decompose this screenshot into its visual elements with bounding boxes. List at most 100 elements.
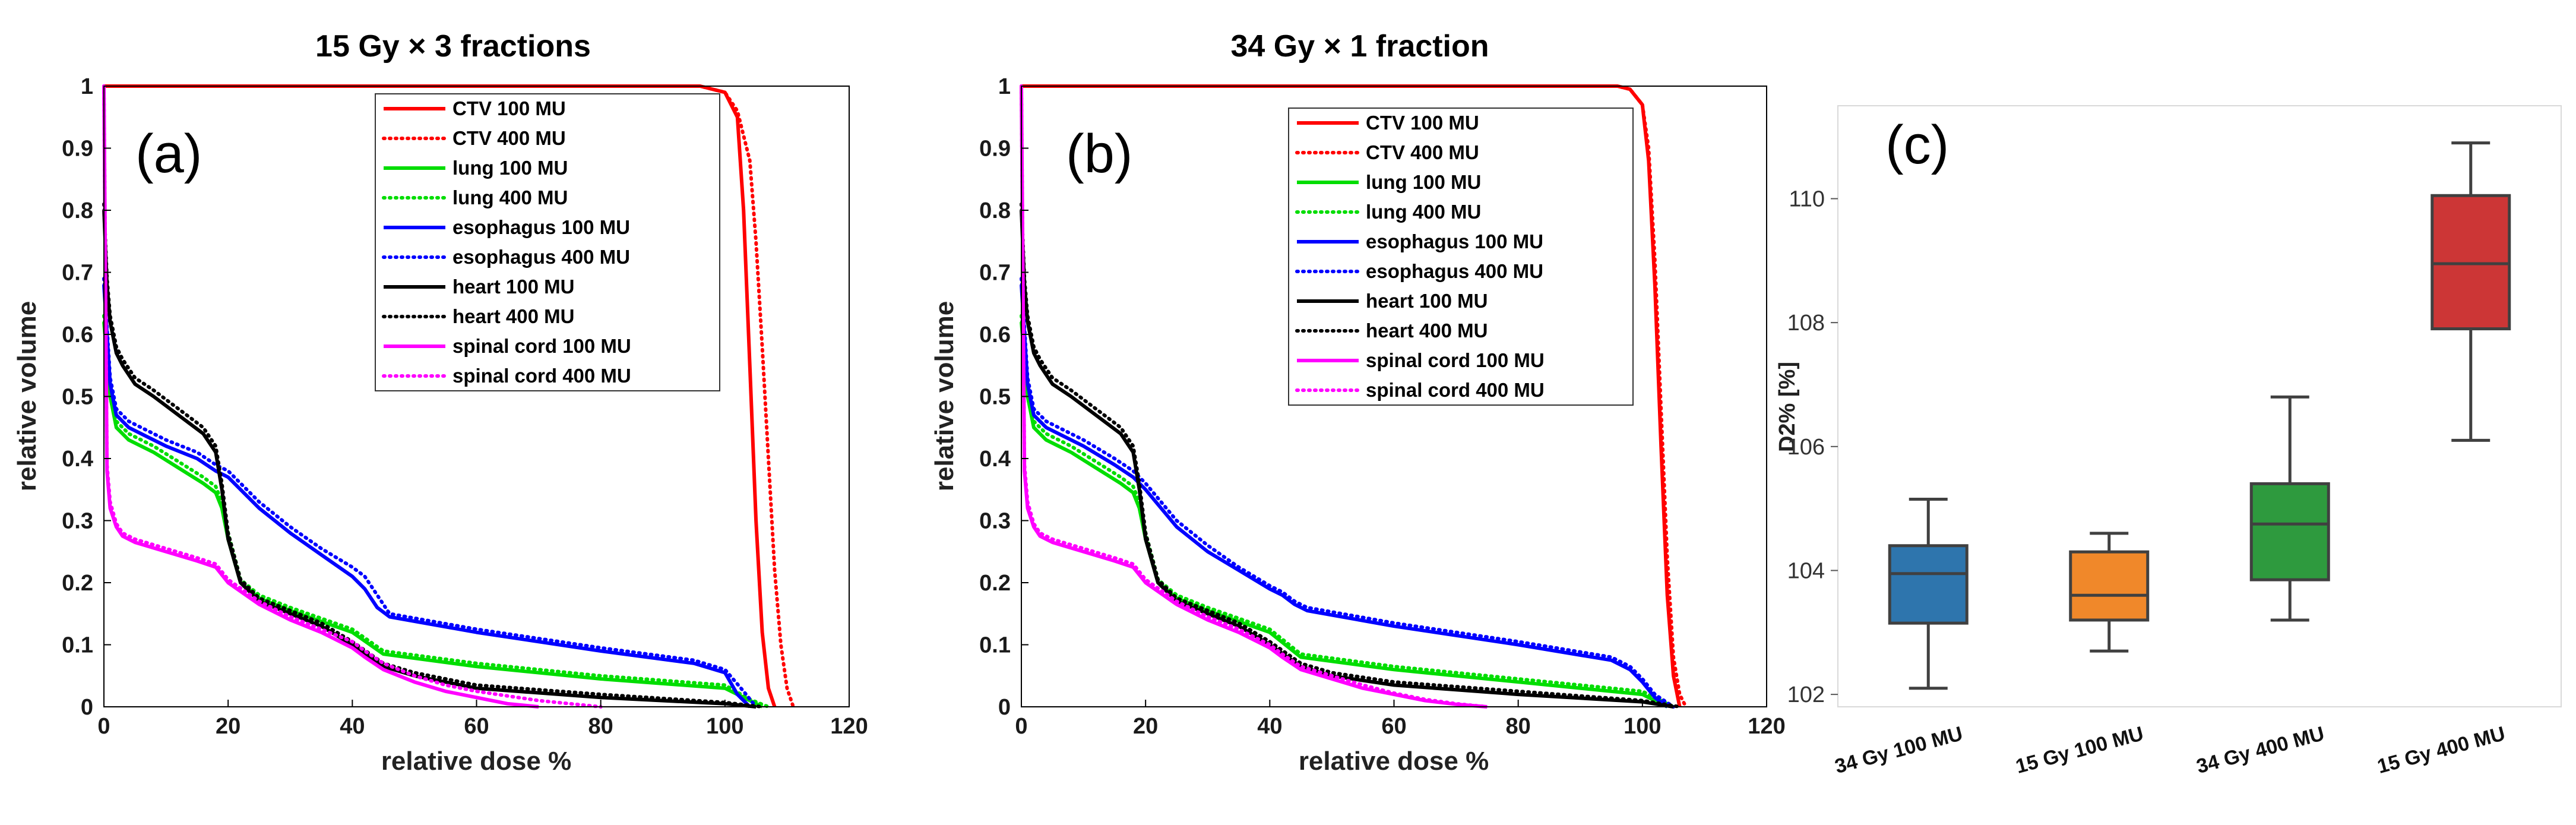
y-tick-label: 0.5 <box>62 385 93 410</box>
legend-label: lung 400 MU <box>452 187 568 208</box>
x-tick-label: 80 <box>1506 714 1531 739</box>
x-tick-label: 100 <box>706 714 743 739</box>
legend: CTV 100 MU CTV 400 MU lung 100 MU lung 400 … <box>1288 108 1634 406</box>
legend-label: spinal cord 100 MU <box>452 335 631 357</box>
x-tick-label: 20 <box>1133 714 1158 739</box>
box-group <box>1888 497 1969 690</box>
series-line <box>102 84 795 709</box>
legend-label: heart 400 MU <box>452 305 574 327</box>
y-tick-label: 0.7 <box>979 261 1011 286</box>
box-iqr <box>1888 544 1969 625</box>
y-tick-label: 0.3 <box>62 509 93 534</box>
x-tick-label: 120 <box>830 714 868 739</box>
plot-area <box>102 84 795 709</box>
x-tick-label: 120 <box>1748 714 1785 739</box>
y-tick-label: 104 <box>1787 558 1825 583</box>
legend-label: lung 100 MU <box>1366 171 1481 193</box>
x-category-label: 15 Gy 100 MU <box>2013 722 2145 778</box>
legend-label: spinal cord 400 MU <box>452 365 631 387</box>
y-tick-label: 110 <box>1789 187 1825 211</box>
x-tick-label: 40 <box>1257 714 1282 739</box>
x-tick-label: 0 <box>97 714 110 739</box>
x-axis-label: relative dose % <box>381 747 571 776</box>
x-tick-label: 60 <box>464 714 489 739</box>
series-line <box>102 277 758 709</box>
y-tick-label: 0.8 <box>979 198 1011 223</box>
legend-box <box>1288 108 1634 406</box>
legend-label: CTV 400 MU <box>1366 141 1479 163</box>
box-iqr <box>2069 550 2150 622</box>
x-categories: 34 Gy 100 MU 15 Gy 100 MU 34 Gy 400 MU 15 G… <box>1833 722 2508 778</box>
x-category-label: 34 Gy 400 MU <box>2194 722 2327 778</box>
y-tick-label: 0.6 <box>979 323 1011 347</box>
legend-label: spinal cord 400 MU <box>1366 379 1545 401</box>
legend-box <box>375 93 720 391</box>
plot-area <box>1020 84 1688 709</box>
panel-label: (c) <box>1885 115 1949 175</box>
legend-label: esophagus 400 MU <box>452 246 630 268</box>
y-tick-label: 0 <box>81 695 93 720</box>
y-ticks: 102 104 106 108 110 <box>1787 187 1838 707</box>
y-tick-label: 108 <box>1787 311 1825 336</box>
series-line <box>1020 84 1688 709</box>
boxplot-panel-c: (c) D2% [%] 102 104 106 108 110 34 Gy 100 MU… <box>1775 105 2562 778</box>
y-tick-label: 0.9 <box>62 137 93 162</box>
box-group <box>2249 395 2330 622</box>
y-axis-label: D2% [%] <box>1775 362 1800 452</box>
y-ticks: 0 0.1 0.2 0.3 0.4 0.5 0.6 0.7 0.8 0.9 1 <box>979 74 1028 720</box>
legend: CTV 100 MU CTV 400 MU lung 100 MU lung 400 … <box>375 93 720 391</box>
box-iqr <box>2249 482 2330 581</box>
legend-label: heart 100 MU <box>452 276 574 298</box>
y-tick-label: 1 <box>81 74 93 99</box>
legend-label: lung 400 MU <box>1366 201 1481 223</box>
series-line <box>1020 202 1682 709</box>
x-tick-label: 100 <box>1624 714 1661 739</box>
y-tick-label: 0.6 <box>62 323 93 347</box>
panel-label: (a) <box>135 124 202 184</box>
y-tick-label: 0 <box>998 695 1011 720</box>
x-category-label: 34 Gy 100 MU <box>1833 722 1965 778</box>
box-group <box>2431 141 2511 442</box>
legend-label: esophagus 100 MU <box>1366 230 1543 252</box>
x-ticks: 0 20 40 60 80 100 120 <box>1015 700 1786 739</box>
y-tick-label: 106 <box>1787 435 1825 460</box>
y-tick-label: 0.8 <box>62 198 93 223</box>
y-tick-label: 102 <box>1787 682 1825 707</box>
y-tick-label: 0.5 <box>979 385 1011 410</box>
legend-label: heart 100 MU <box>1366 290 1488 312</box>
x-tick-label: 40 <box>340 714 365 739</box>
box-iqr <box>2431 194 2511 331</box>
y-tick-label: 1 <box>998 74 1011 99</box>
series-line <box>104 84 777 707</box>
legend-label: CTV 400 MU <box>452 127 566 149</box>
y-tick-label: 0.4 <box>979 447 1011 472</box>
x-tick-label: 60 <box>1381 714 1406 739</box>
legend-label: CTV 100 MU <box>1366 112 1479 134</box>
x-tick-label: 20 <box>216 714 240 739</box>
chart-title: 34 Gy × 1 fraction <box>1231 29 1489 64</box>
x-axis-label: relative dose % <box>1299 747 1489 776</box>
legend-label: heart 400 MU <box>1366 320 1488 342</box>
y-tick-label: 0.1 <box>979 633 1011 658</box>
x-category-label: 15 Gy 400 MU <box>2375 722 2507 778</box>
dvh-panel-b: 34 Gy × 1 fraction (b) relative dose % r… <box>930 29 1786 776</box>
legend-label: esophagus 400 MU <box>1366 260 1543 282</box>
y-tick-label: 0.3 <box>979 509 1011 534</box>
chart-title: 15 Gy × 3 fractions <box>315 29 591 64</box>
series-line <box>102 285 751 709</box>
series-line <box>102 86 539 709</box>
series-line <box>1020 277 1676 709</box>
y-tick-label: 0.4 <box>62 447 93 472</box>
y-tick-label: 0.2 <box>979 571 1011 596</box>
x-tick-label: 0 <box>1015 714 1027 739</box>
y-ticks: 0 0.1 0.2 0.3 0.4 0.5 0.6 0.7 0.8 0.9 1 <box>62 74 111 720</box>
series-line <box>1020 84 1489 709</box>
y-tick-label: 0.7 <box>62 261 93 286</box>
series-line <box>102 84 603 709</box>
legend-label: lung 100 MU <box>452 157 568 179</box>
y-axis-label: relative volume <box>12 301 42 491</box>
legend-label: esophagus 100 MU <box>452 216 630 238</box>
dvh-panel-a: 15 Gy × 3 fractions (a) relative dose % … <box>12 29 868 776</box>
panel-label: (b) <box>1066 124 1132 184</box>
